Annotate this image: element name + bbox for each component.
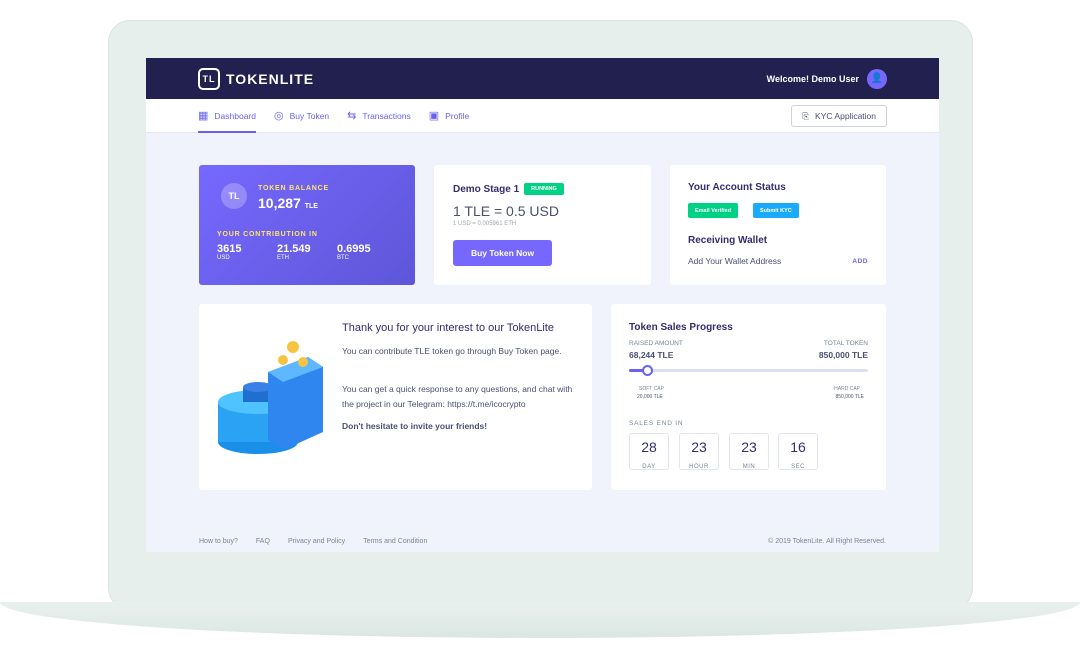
copyright: © 2019 TokenLite. All Right Reserved. [768,538,886,545]
logo-icon: TL [198,67,220,90]
contrib-value: 0.6995 [337,243,371,255]
soft-cap-value: 20,000 TLE [637,394,663,400]
user-icon: ▣ [428,110,440,122]
contrib-eth: 21.549 ETH [277,243,311,261]
buy-token-now-button[interactable]: Buy Token Now [453,240,552,266]
contrib-btc: 0.6995 BTC [337,243,371,261]
contribution-label: YOUR CONTRIBUTION IN [217,231,318,238]
token-icon: TL [221,183,247,209]
nav-buy-token[interactable]: ◎ Buy Token [274,99,329,133]
add-wallet-link[interactable]: ADD [852,258,868,265]
laptop-base [0,602,1080,638]
nav-profile[interactable]: ▣ Profile [429,99,470,133]
nav-label: Transactions [362,110,411,121]
arrows-icon: ⇆ [347,110,357,122]
app-screen: TL TOKENLITE Welcome! Demo User 👤 ▦ Dashboa… [146,58,939,552]
account-status-title: Your Account Status [688,182,786,193]
nav-label: Dashboard [214,110,256,121]
account-status-card: Your Account Status Email Verified Submi… [670,165,886,285]
hard-cap-value: 850,000 TLE [835,394,864,400]
footer-link-privacy[interactable]: Privacy and Policy [287,538,346,545]
countdown-unit: HOUR [689,464,709,470]
balance-unit: TLE [304,203,318,210]
info-title: Thank you for your interest to our Token… [342,322,554,334]
countdown-unit: MIN [742,464,756,470]
main-nav: ▦ Dashboard ◎ Buy Token ⇆ Transactions ▣ Pro… [146,99,939,133]
footer-link-faq[interactable]: FAQ [255,538,270,545]
nav-label: Buy Token [289,110,330,121]
logo-text: TOKENLITE [226,70,315,87]
document-icon: ⎘ [802,110,810,121]
progress-track [629,365,868,376]
countdown-min: 23 MIN [729,433,769,470]
footer-link-terms[interactable]: Terms and Condition [363,538,428,545]
contrib-value: 3615 [217,243,242,255]
info-paragraph-3: Don't hesitate to invite your friends! [342,421,488,431]
token-sales-progress-card: Token Sales Progress RAISED AMOUNT 68,24… [611,304,886,490]
nav-transactions[interactable]: ⇆ Transactions [347,99,411,133]
countdown-sec: 16 SEC [778,433,818,470]
info-paragraph-1: You can contribute TLE token go through … [342,346,562,356]
contrib-unit: BTC [337,255,349,261]
email-verified-badge: Email Verified [688,203,739,218]
countdown-value: 23 [741,439,757,455]
countdown-hour: 23 HOUR [679,433,719,470]
isometric-coins-illustration [218,341,323,454]
countdown-value: 28 [641,439,657,455]
progress-fill [629,365,654,376]
top-bar: TL TOKENLITE Welcome! Demo User 👤 [146,58,939,99]
grid-icon: ▦ [198,110,209,122]
user-menu[interactable]: Welcome! Demo User 👤 [766,68,887,89]
total-token: 850,000 TLE [818,350,868,360]
submit-kyc-button[interactable]: Submit KYC [753,203,799,218]
sales-title: Token Sales Progress [629,322,733,333]
stage-header: Demo Stage 1 RUNNING [453,183,564,195]
wallet-address-text: Add Your Wallet Address [688,256,782,266]
sales-end-label: SALES END IN [629,420,684,427]
countdown-day: 28 DAY [629,433,669,470]
contrib-unit: ETH [277,255,289,261]
receiving-wallet-title: Receiving Wallet [688,235,768,246]
balance-number: 10,287 [258,195,301,211]
countdown-unit: DAY [642,464,656,470]
contrib-value: 21.549 [277,243,311,255]
footer-link-how-to-buy[interactable]: How to buy? [199,538,238,545]
raised-amount: 68,244 TLE [629,350,674,360]
contrib-usd: 3615 USD [217,243,241,261]
total-label: TOTAL TOKEN [823,340,868,347]
stage-card: Demo Stage 1 RUNNING 1 TLE = 0.5 USD 1 US… [434,165,651,285]
nav-dashboard[interactable]: ▦ Dashboard [198,99,256,133]
info-paragraph-2: You can get a quick response to any ques… [342,384,573,409]
running-badge: RUNNING [524,183,564,195]
token-price: 1 TLE = 0.5 USD [453,203,559,219]
contrib-unit: USD [217,255,230,261]
countdown-unit: SEC [791,464,805,470]
coins-icon: ◎ [274,110,284,122]
hard-cap-label: HARD CAP [834,386,860,392]
token-balance-label: TOKEN BALANCE [258,185,329,192]
kyc-label: KYC Application [815,111,876,121]
info-card: Thank you for your interest to our Token… [199,304,592,490]
welcome-text: Welcome! Demo User [766,73,859,84]
soft-cap-label: SOFT CAP [639,386,664,392]
footer: How to buy? FAQ Privacy and Policy Terms… [199,538,886,545]
token-balance-value: 10,287 TLE [258,195,318,211]
logo[interactable]: TL TOKENLITE [198,67,315,90]
raised-label: RAISED AMOUNT [629,340,683,347]
stage-title: Demo Stage 1 [453,183,520,195]
token-balance-card: TL TOKEN BALANCE 10,287 TLE YOUR CONTRIB… [199,165,415,285]
nav-label: Profile [445,110,470,121]
user-avatar-icon: 👤 [867,68,887,89]
countdown-value: 16 [790,439,806,455]
progress-handle[interactable] [642,365,654,376]
countdown-value: 23 [691,439,707,455]
kyc-application-button[interactable]: ⎘ KYC Application [791,105,887,127]
eth-rate: 1 USD = 0.005961 ETH [453,221,517,227]
